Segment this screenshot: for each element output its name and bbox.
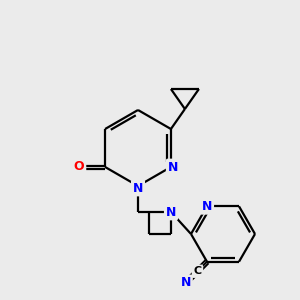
Text: C: C bbox=[194, 266, 202, 276]
Text: N: N bbox=[168, 160, 178, 173]
Text: N: N bbox=[202, 200, 212, 213]
Text: N: N bbox=[166, 206, 176, 218]
Text: N: N bbox=[181, 276, 191, 290]
Text: O: O bbox=[74, 160, 84, 173]
Text: N: N bbox=[133, 182, 143, 194]
